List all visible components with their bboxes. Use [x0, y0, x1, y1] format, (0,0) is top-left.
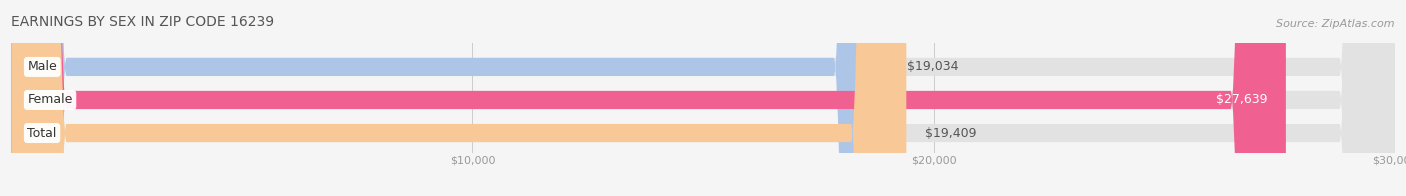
- Text: $27,639: $27,639: [1216, 93, 1267, 106]
- Text: Source: ZipAtlas.com: Source: ZipAtlas.com: [1277, 19, 1395, 29]
- Text: Female: Female: [27, 93, 73, 106]
- FancyBboxPatch shape: [11, 0, 889, 196]
- Text: Total: Total: [27, 127, 56, 140]
- Text: $19,409: $19,409: [925, 127, 976, 140]
- FancyBboxPatch shape: [11, 0, 1395, 196]
- FancyBboxPatch shape: [11, 0, 1286, 196]
- FancyBboxPatch shape: [11, 0, 907, 196]
- FancyBboxPatch shape: [11, 0, 1395, 196]
- FancyBboxPatch shape: [11, 0, 1395, 196]
- Text: Male: Male: [27, 60, 58, 74]
- Text: EARNINGS BY SEX IN ZIP CODE 16239: EARNINGS BY SEX IN ZIP CODE 16239: [11, 15, 274, 29]
- Text: $19,034: $19,034: [907, 60, 959, 74]
